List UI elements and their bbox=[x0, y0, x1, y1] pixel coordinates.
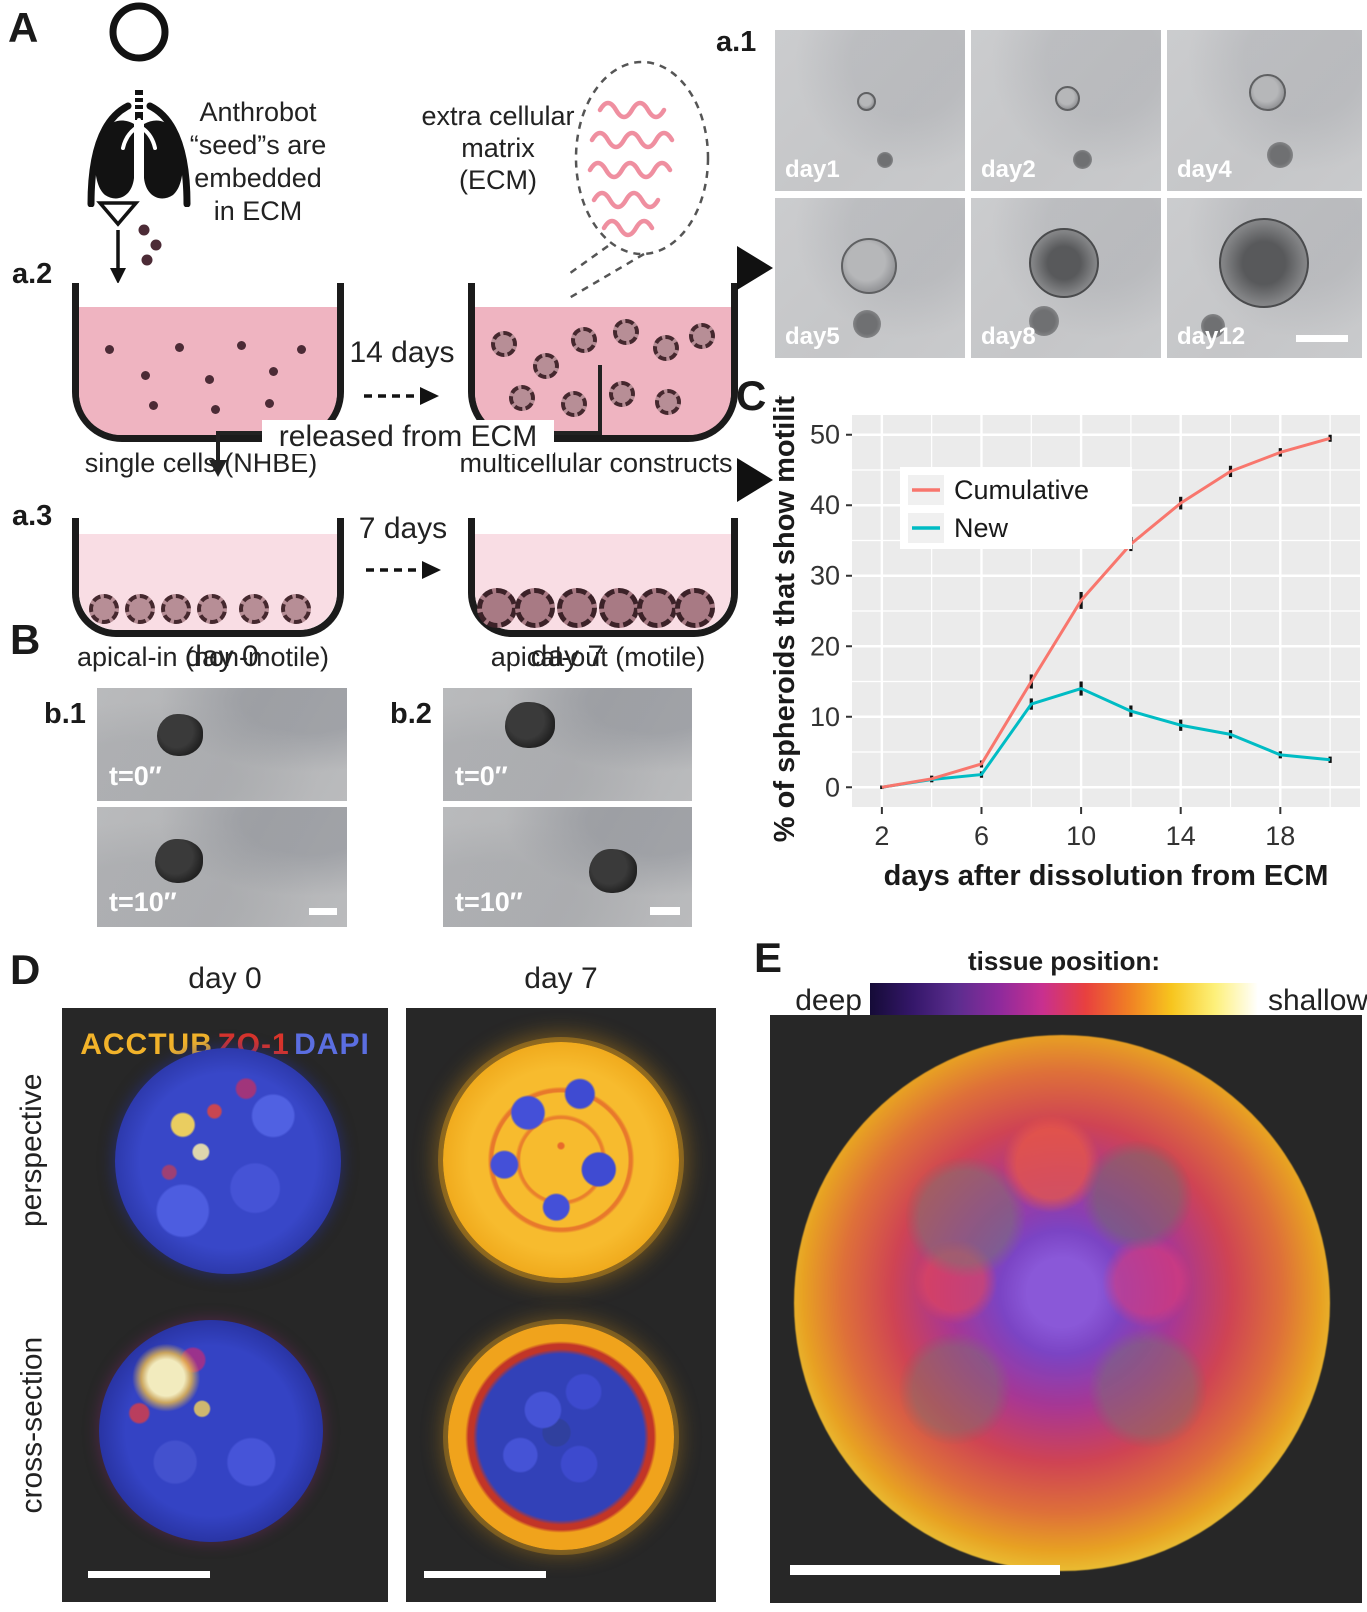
svg-text:New: New bbox=[954, 513, 1009, 543]
pointer-arrow-icon bbox=[737, 458, 773, 502]
a2-label: a.2 bbox=[12, 258, 53, 290]
dashed-arrow-icon bbox=[364, 387, 439, 405]
svg-text:10: 10 bbox=[1066, 821, 1096, 851]
scale-bar bbox=[650, 907, 680, 915]
b-day0-header: day 0 bbox=[185, 640, 259, 673]
a1-label: a.1 bbox=[716, 26, 757, 58]
micrograph-day4: day4 bbox=[1167, 30, 1362, 191]
scale-bar bbox=[1296, 335, 1348, 342]
scale-bar bbox=[790, 1565, 1060, 1575]
spheroid-day0-cross-section bbox=[99, 1320, 323, 1542]
dish-constructs bbox=[468, 283, 738, 442]
svg-text:18: 18 bbox=[1265, 821, 1295, 851]
released-label: released from ECM bbox=[262, 420, 554, 454]
spheroid-tissue-position bbox=[794, 1035, 1330, 1571]
dish4-caption: apical-out (motile) bbox=[490, 642, 706, 672]
svg-text:days after dissolution from EC: days after dissolution from ECM bbox=[884, 860, 1329, 892]
b-day7-header: day 7 bbox=[530, 640, 605, 673]
d-day7-header: day 7 bbox=[524, 962, 598, 995]
svg-text:2: 2 bbox=[874, 821, 889, 851]
colorbar-deep-label: deep bbox=[795, 984, 862, 1017]
spheroid-day7-cross-section bbox=[448, 1324, 674, 1550]
d-row-cross-section: cross-section bbox=[15, 1336, 49, 1514]
ecm-label: extra cellular matrix (ECM) bbox=[421, 101, 575, 195]
d-day0-panel: ACCTUB ZO-1 DAPI bbox=[62, 1008, 388, 1602]
panel-a-label: A bbox=[8, 4, 39, 51]
d-row-perspective: perspective bbox=[15, 1073, 48, 1227]
a3-label: a.3 bbox=[12, 500, 53, 532]
svg-text:6: 6 bbox=[974, 821, 989, 851]
arrow-14days-label: 14 days bbox=[349, 336, 455, 369]
dish1-liquid bbox=[79, 307, 337, 435]
micrograph-b2-t0: t=0″ bbox=[443, 688, 692, 801]
spheroid-day0-perspective bbox=[115, 1048, 341, 1274]
dashed-arrow-icon bbox=[366, 561, 441, 579]
micrograph-b1-t0: t=0″ bbox=[97, 688, 347, 801]
micrograph-day2: day2 bbox=[971, 30, 1161, 191]
e-image-panel bbox=[770, 1015, 1362, 1603]
svg-text:10: 10 bbox=[810, 702, 840, 732]
dish2-liquid bbox=[475, 307, 731, 435]
dish-single-cells bbox=[72, 283, 344, 442]
human-lungs-icon bbox=[87, 2, 191, 207]
svg-text:Cumulative: Cumulative bbox=[954, 475, 1089, 505]
svg-text:0: 0 bbox=[825, 772, 840, 802]
ecm-bubble bbox=[570, 60, 710, 299]
arrow-7days-label: 7 days bbox=[358, 512, 448, 545]
motility-chart: 0 10 20 30 40 50 2 6 10 14 18 days after dissolutio… bbox=[769, 395, 1360, 892]
svg-text:14: 14 bbox=[1166, 821, 1196, 851]
colorbar-shallow-label: shallow bbox=[1268, 984, 1367, 1017]
b2-label: b.2 bbox=[390, 698, 432, 730]
scale-bar bbox=[424, 1571, 546, 1578]
micrograph-b2-t10: t=10″ bbox=[443, 807, 692, 927]
dish3-caption: apical-in (non-motile) bbox=[76, 642, 330, 672]
panel-d-label: D bbox=[10, 946, 41, 993]
svg-text:50: 50 bbox=[810, 420, 840, 450]
svg-text:20: 20 bbox=[810, 631, 840, 661]
svg-text:40: 40 bbox=[810, 490, 840, 520]
d-day7-panel bbox=[406, 1008, 716, 1602]
ecm-squiggle-icon bbox=[587, 100, 675, 238]
tissue-position-colorbar bbox=[870, 983, 1258, 1019]
released-connector bbox=[209, 365, 602, 477]
funnel-drop-icon bbox=[96, 201, 162, 284]
b1-label: b.1 bbox=[44, 698, 86, 730]
colorbar-title: tissue position: bbox=[967, 946, 1161, 976]
svg-text:% of spheroids that show motil: % of spheroids that show motility bbox=[769, 395, 801, 842]
seed-text: Anthrobot “seed”s are embedded in ECM bbox=[189, 97, 327, 226]
panel-b-label: B bbox=[10, 616, 41, 663]
svg-text:30: 30 bbox=[810, 561, 840, 591]
micrograph-b1-t10: t=10″ bbox=[97, 807, 347, 927]
scale-bar bbox=[88, 1571, 210, 1578]
dish-apical-out bbox=[468, 518, 738, 637]
micrograph-day1: day1 bbox=[775, 30, 965, 191]
micrograph-day12: day12 bbox=[1167, 198, 1362, 358]
d-day0-header: day 0 bbox=[188, 962, 262, 995]
stain-legend: ACCTUB ZO-1 DAPI bbox=[62, 1028, 388, 1062]
dish-apical-in bbox=[72, 518, 344, 637]
scale-bar bbox=[309, 908, 337, 915]
panel-e-label: E bbox=[754, 934, 783, 981]
pointer-arrow-icon bbox=[737, 246, 773, 290]
micrograph-day8: day8 bbox=[971, 198, 1161, 358]
panel-c-label: C bbox=[736, 372, 767, 419]
micrograph-day5: day5 bbox=[775, 198, 965, 358]
spheroid-day7-perspective bbox=[443, 1042, 679, 1278]
stain-dapi: DAPI bbox=[294, 1028, 370, 1061]
